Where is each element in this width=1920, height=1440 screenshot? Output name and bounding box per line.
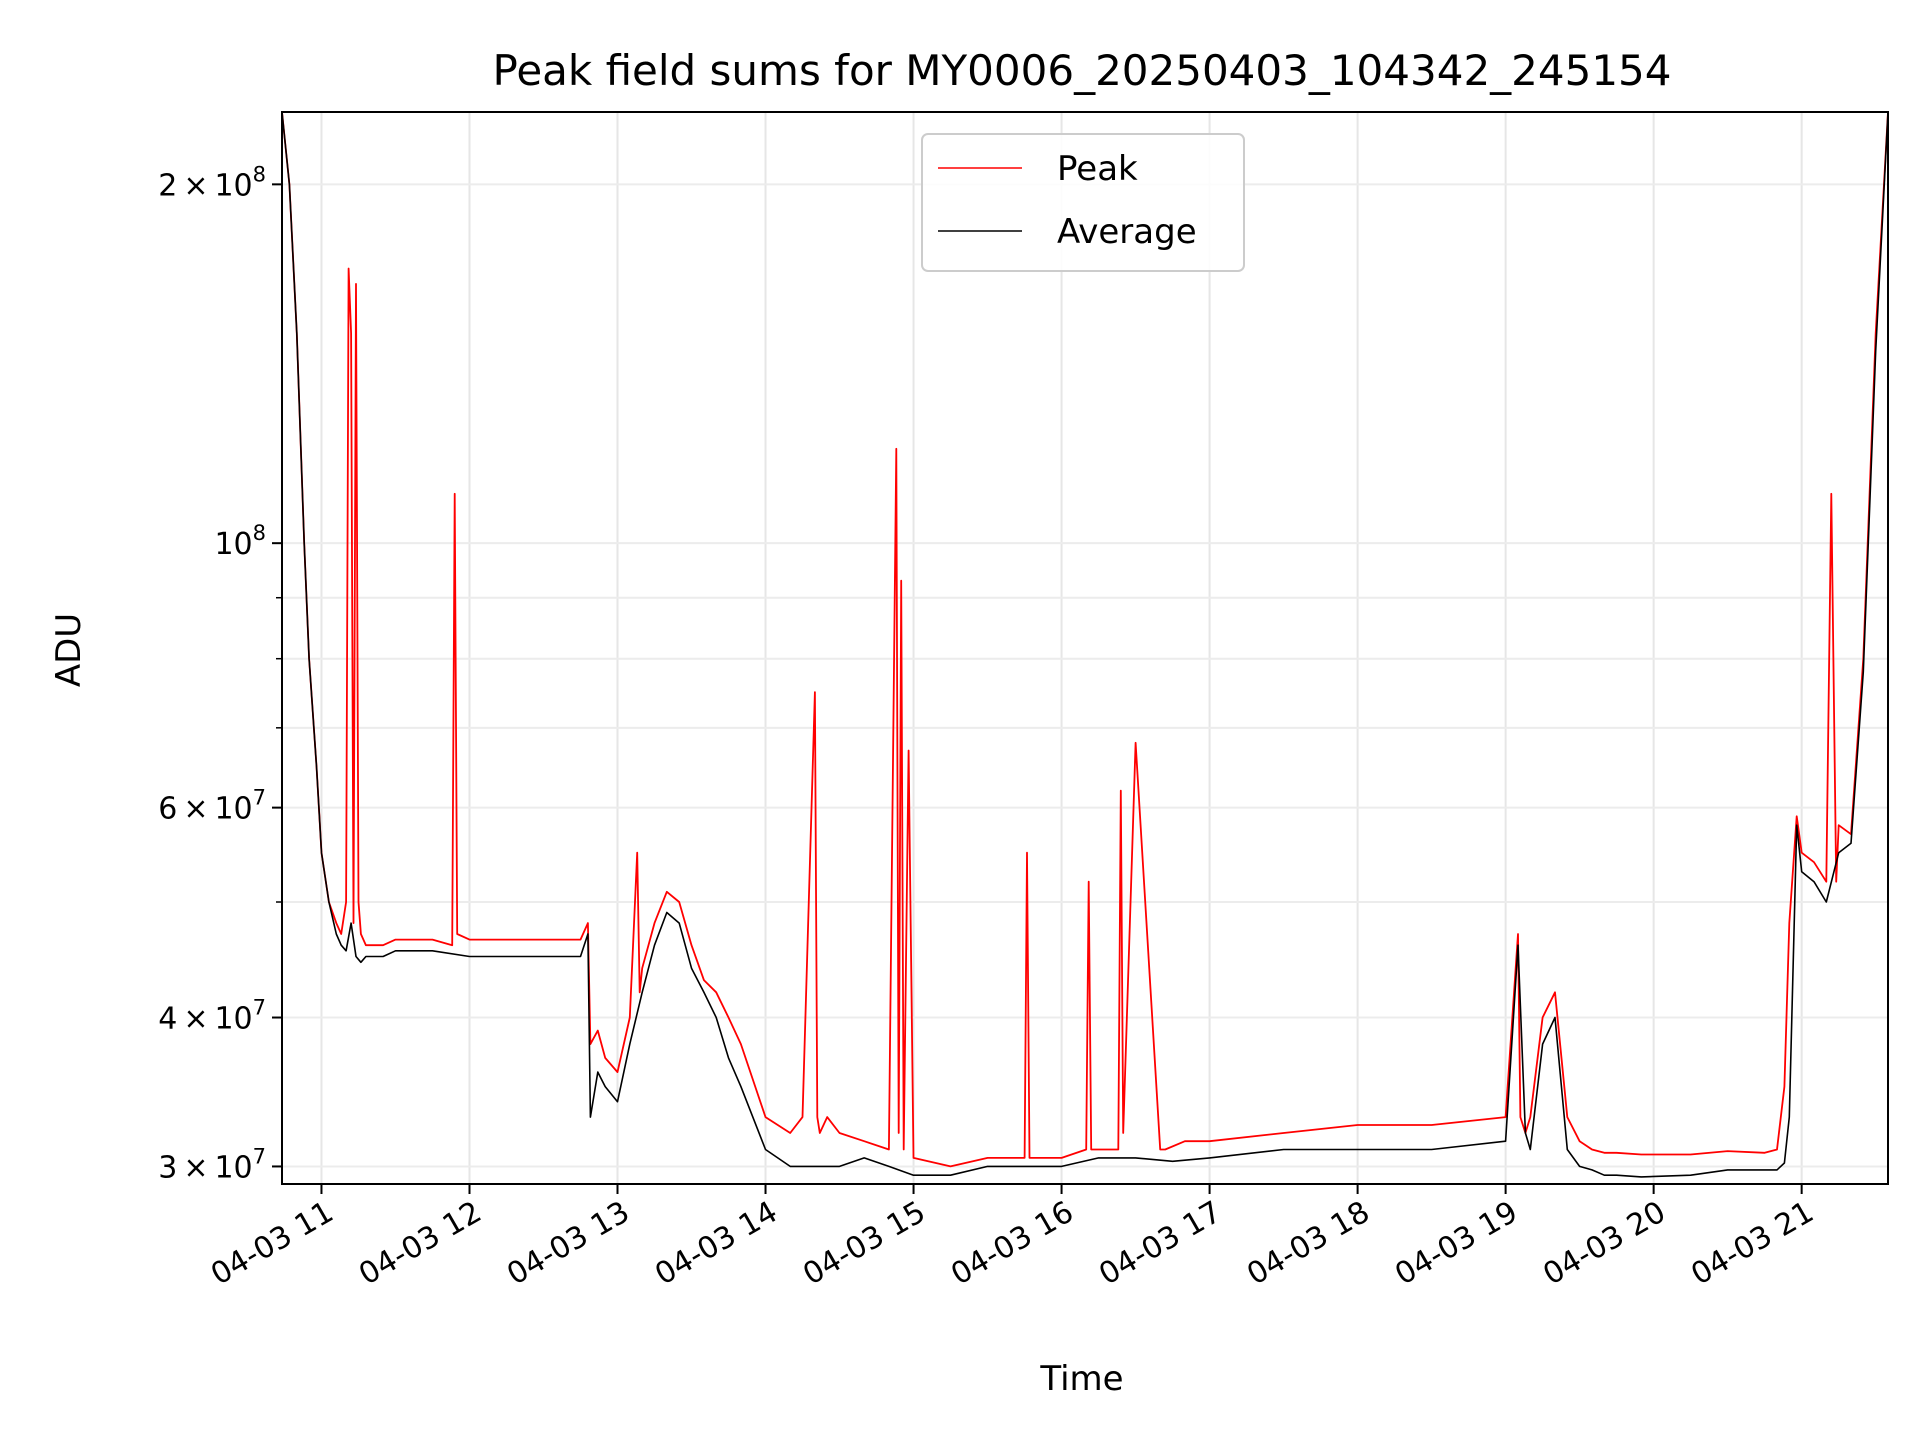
y-axis-ticks: 3 × 107 4 × 107 6 × 107 108 2 × 108 <box>158 162 282 1185</box>
y-tick-label: 4 × 107 <box>158 996 266 1037</box>
y-axis-label: ADU <box>49 613 89 687</box>
y-tick-label: 3 × 107 <box>158 1144 266 1185</box>
y-tick-label: 6 × 107 <box>158 786 266 827</box>
plot-frame <box>281 111 1889 1185</box>
chart-title: Peak field sums for MY0006_20250403_1043… <box>492 46 1671 95</box>
legend-peak-label: Peak <box>1057 149 1138 189</box>
plot-area <box>282 112 1888 1178</box>
y-tick-label: 2 × 108 <box>158 162 266 203</box>
legend-average-label: Average <box>1057 212 1197 252</box>
series-line-average <box>282 112 1888 1178</box>
series-line-peak <box>282 112 1888 1168</box>
legend: Peak Average <box>921 133 1245 272</box>
x-axis-label: Time <box>1039 1359 1123 1399</box>
grid <box>282 112 1888 1184</box>
y-tick-label: 108 <box>214 521 266 562</box>
